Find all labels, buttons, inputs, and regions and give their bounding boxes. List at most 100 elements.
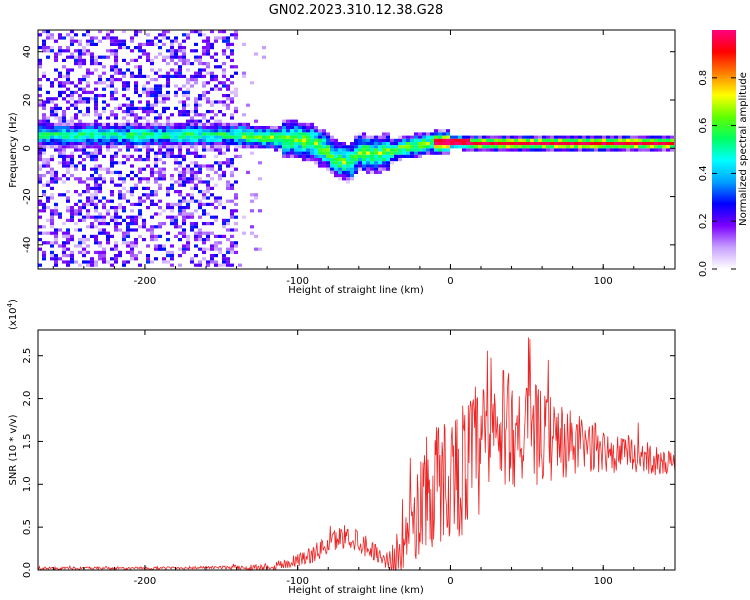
spectrogram-cell xyxy=(162,142,166,146)
spectrogram-cell xyxy=(150,106,154,110)
spectrogram-cell xyxy=(590,145,594,149)
spectrogram-cell xyxy=(66,68,70,72)
spectrogram-cell xyxy=(166,71,170,75)
spectrogram-cell xyxy=(78,250,82,254)
spectrogram-cell xyxy=(54,212,58,216)
spectrogram-cell xyxy=(250,151,254,155)
spectrogram-cell xyxy=(194,161,198,165)
spectrogram-cell xyxy=(206,52,210,56)
spectrogram-cell xyxy=(154,170,158,174)
spectrogram-cell xyxy=(142,145,146,149)
spectrogram-cell xyxy=(58,142,62,146)
spectrogram-cell xyxy=(614,148,618,152)
spectrogram-cell xyxy=(230,49,234,53)
spectrogram-cell xyxy=(342,161,346,165)
spectrogram-cell xyxy=(230,52,234,56)
spectrogram-cell xyxy=(326,135,330,139)
spectrogram-cell xyxy=(90,122,94,126)
spectrogram-cell xyxy=(102,250,106,254)
spectrogram-cell xyxy=(194,222,198,226)
spectrogram-cell xyxy=(414,142,418,146)
spectrogram-cell xyxy=(198,164,202,168)
spectrogram-cell xyxy=(74,148,78,152)
spectrogram-cell xyxy=(146,39,150,43)
spectrogram-cell xyxy=(202,193,206,197)
spectrogram-cell xyxy=(38,231,42,235)
spectrogram-cell xyxy=(146,103,150,107)
spectrogram-cell xyxy=(314,135,318,139)
colorbar-tick: 0.8 xyxy=(698,70,709,86)
spectrogram-cell xyxy=(94,180,98,184)
spectrogram-cell xyxy=(234,145,238,149)
spectrogram-cell xyxy=(198,103,202,107)
spectrogram-cell xyxy=(406,148,410,152)
spectrogram-cell xyxy=(142,186,146,190)
spectrogram-cell xyxy=(146,129,150,133)
spectrogram-cell xyxy=(650,148,654,152)
spectrogram-cell xyxy=(58,145,62,149)
spectrogram-cell xyxy=(82,74,86,78)
spectrogram-cell xyxy=(378,154,382,158)
spectrogram-cell xyxy=(126,145,130,149)
spectrogram-cell xyxy=(342,142,346,146)
spectrogram-cell xyxy=(226,129,230,133)
spectrogram-cell xyxy=(570,135,574,139)
spectrogram-cell xyxy=(418,151,422,155)
spectrogram-cell xyxy=(406,154,410,158)
spectrogram-cell xyxy=(202,52,206,56)
spectrogram-cell xyxy=(178,177,182,181)
spectrogram-cell xyxy=(230,161,234,165)
spectrogram-cell xyxy=(46,206,50,210)
spectrogram-cell xyxy=(114,58,118,62)
spectrogram-cell xyxy=(118,142,122,146)
spectrogram-cell xyxy=(98,132,102,136)
spectrogram-cell xyxy=(350,142,354,146)
spectrogram-cell xyxy=(182,247,186,251)
snr-series-line xyxy=(37,337,676,572)
spectrogram-cell xyxy=(202,33,206,37)
spectrogram-cell xyxy=(338,148,342,152)
spectrogram-cell xyxy=(162,33,166,37)
spectrogram-cell xyxy=(234,228,238,232)
spectrogram-cell xyxy=(150,228,154,232)
spectrogram-cell xyxy=(110,170,114,174)
spectrogram-cell xyxy=(50,142,54,146)
spectrogram-cell xyxy=(118,170,122,174)
spectrogram-cell xyxy=(210,74,214,78)
spectrogram-cell xyxy=(306,122,310,126)
spectrogram-cell xyxy=(506,145,510,149)
spectrogram-cell xyxy=(94,122,98,126)
spectrogram-cell xyxy=(154,135,158,139)
spectrogram-cell xyxy=(234,126,238,130)
spectrogram-cell xyxy=(326,132,330,136)
spectrogram-cell xyxy=(106,116,110,120)
spectrogram-cell xyxy=(370,142,374,146)
spectrogram-cell xyxy=(350,145,354,149)
spectrogram-cell xyxy=(66,209,70,213)
spectrogram-cell xyxy=(230,158,234,162)
spectrogram-cell xyxy=(126,84,130,88)
spectrogram-cell xyxy=(86,215,90,219)
spectrogram-cell xyxy=(62,84,66,88)
spectrogram-cell xyxy=(174,36,178,40)
spectrogram-cell xyxy=(110,158,114,162)
spectrogram-cell xyxy=(170,132,174,136)
spectrogram-cell xyxy=(114,244,118,248)
spectrogram-cell xyxy=(74,209,78,213)
spectrogram-cell xyxy=(210,110,214,114)
spectrogram-cell xyxy=(110,138,114,142)
spectrogram-cell xyxy=(182,209,186,213)
spectrogram-cell xyxy=(222,52,226,56)
spectrogram-cell xyxy=(626,148,630,152)
spectrogram-cell xyxy=(482,142,486,146)
spectrogram-cell xyxy=(182,103,186,107)
spectrogram-cell xyxy=(290,154,294,158)
spectrogram-cell xyxy=(150,58,154,62)
spectrogram-cell xyxy=(170,39,174,43)
spectrogram-cell xyxy=(430,142,434,146)
spectrogram-cell xyxy=(410,151,414,155)
spectrogram-cell xyxy=(242,129,246,133)
spectrogram-cell xyxy=(182,170,186,174)
spectrogram-cell xyxy=(142,142,146,146)
spectrogram-cell xyxy=(86,225,90,229)
